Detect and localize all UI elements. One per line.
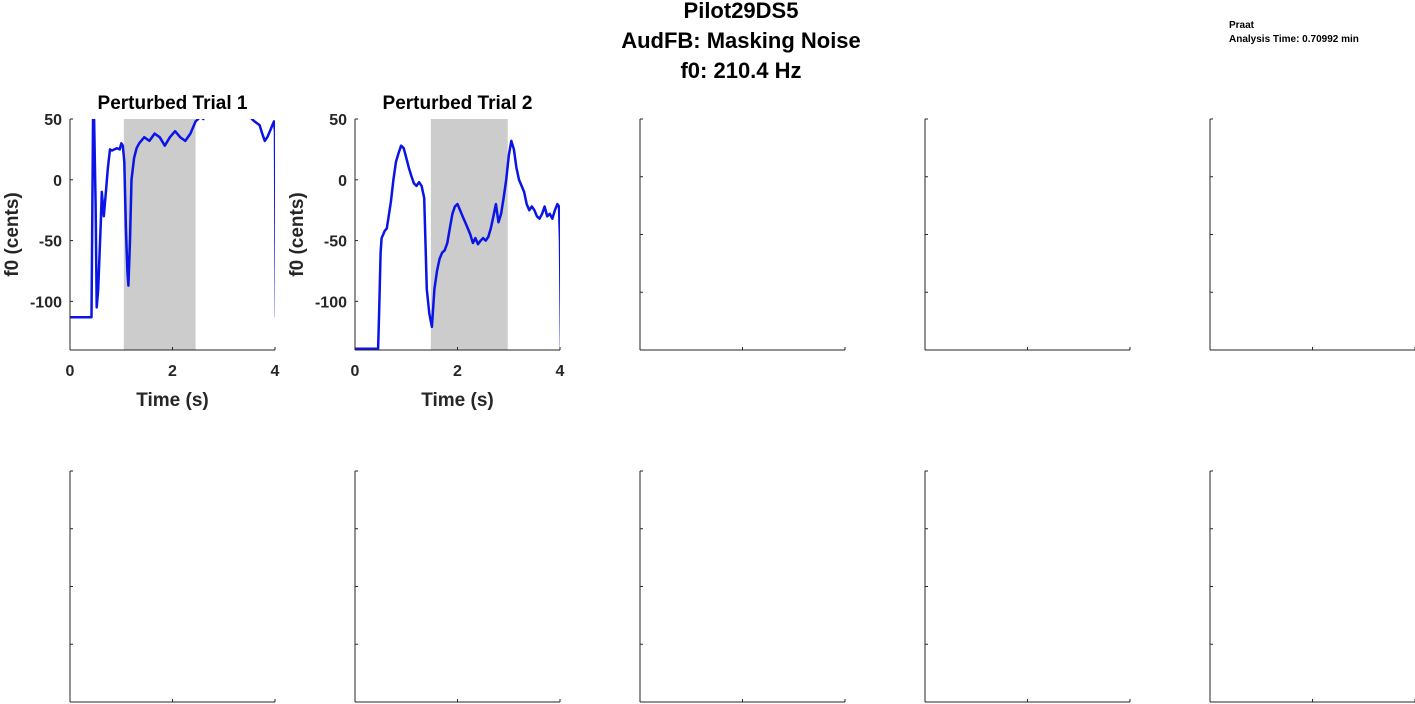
analysis-note-tool: Praat [1229, 20, 1255, 31]
panel-2-y-tick-label: 0 [338, 173, 347, 190]
panel-2-x-axis-label: Time (s) [421, 390, 494, 411]
analysis-note-time: Analysis Time: 0.70992 min [1229, 34, 1359, 45]
panel-1-f0-line [70, 119, 275, 319]
figure-title-line-1: Pilot29DS5 [683, 0, 799, 23]
panel-2-x-tick-label: 4 [556, 363, 565, 380]
panel-1-perturbation-shade [123, 119, 196, 350]
panel-2-y-tick-label: -100 [315, 294, 347, 311]
panel-1-y-tick-label: -50 [39, 234, 62, 251]
figure-title-line-2: AudFB: Masking Noise [621, 28, 861, 53]
panel-2-x-tick-label: 0 [351, 363, 360, 380]
panel-1-y-axis-label: f0 (cents) [2, 192, 23, 276]
figure-title-line-3: f0: 210.4 Hz [680, 58, 802, 83]
panel-2-title: Perturbed Trial 2 [383, 93, 533, 114]
panel-1-y-tick-label: 0 [53, 173, 62, 190]
panel-1-x-tick-label: 4 [271, 363, 280, 380]
panel-1-x-tick-label: 2 [168, 363, 177, 380]
panel-2-y-tick-label: -50 [324, 234, 347, 251]
panel-2-y-tick-label: 50 [329, 112, 347, 129]
panel-2-x-tick-label: 2 [453, 363, 462, 380]
panel-2-f0-line [355, 139, 560, 350]
panel-1-y-tick-label: -100 [30, 294, 62, 311]
panel-1-x-axis-label: Time (s) [136, 390, 209, 411]
panel-1-x-tick-label: 0 [66, 363, 75, 380]
panel-2-y-axis-label: f0 (cents) [287, 192, 308, 276]
panel-1-y-tick-label: 50 [44, 112, 62, 129]
panel-1-title: Perturbed Trial 1 [98, 93, 248, 114]
